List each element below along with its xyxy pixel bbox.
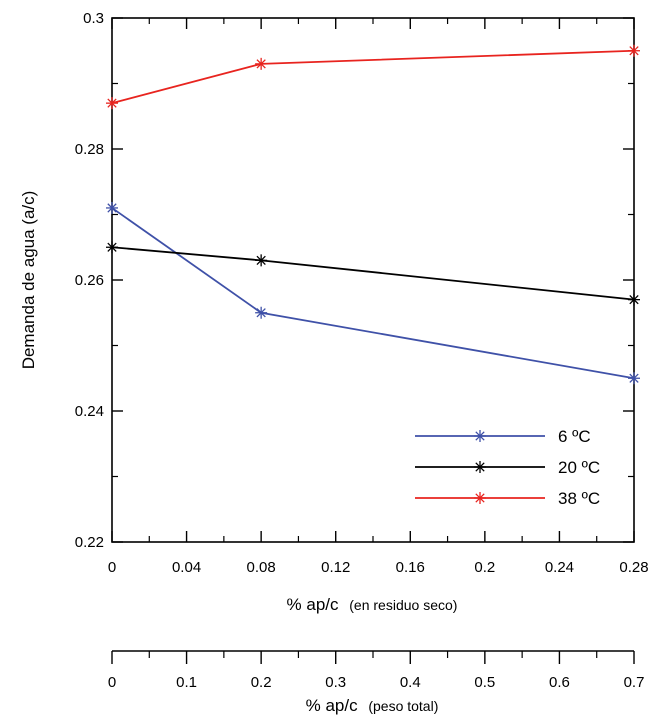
- secondary-x-ticks: 0 0.1 0.2 0.3 0.4 0.5 0.6 0.7: [108, 651, 645, 691]
- legend-label: 6 ºC: [558, 427, 591, 446]
- plot-frame: [111, 17, 635, 543]
- x-tick-label: 0.2: [474, 559, 495, 576]
- legend-item: 38 ºC: [415, 489, 600, 508]
- data-point: [628, 372, 640, 385]
- y-tick-label: 0.26: [75, 272, 104, 289]
- x-ticks: 0 0.04 0.08 0.12 0.16 0.2 0.24 0.28: [108, 18, 649, 576]
- x-tick-label: 0.24: [545, 559, 574, 576]
- data-point: [106, 97, 118, 110]
- legend-marker: [474, 430, 486, 442]
- x-tick-label: 0.08: [247, 559, 276, 576]
- x-tick-label: 0.12: [321, 559, 350, 576]
- x-tick-label: 0.04: [172, 559, 201, 576]
- secondary-x-axis-title: % ap/c (peso total): [306, 696, 439, 715]
- legend-item: 6 ºC: [415, 427, 591, 446]
- secondary-x-axis-title-note: (peso total): [368, 698, 438, 714]
- legend-label: 20 ºC: [558, 458, 600, 477]
- x-tick-label: 0.16: [396, 559, 425, 576]
- legend-marker: [474, 492, 486, 504]
- data-point: [255, 254, 268, 267]
- legend-item: 20 ºC: [415, 458, 600, 477]
- data-point: [628, 293, 640, 306]
- x2-tick-label: 0.6: [549, 674, 570, 691]
- series-layer: [106, 44, 640, 385]
- y-axis-title: Demanda de agua (a/c): [19, 191, 38, 370]
- x2-tick-label: 0.5: [474, 674, 495, 691]
- x2-tick-label: 0.2: [251, 674, 272, 691]
- data-point: [628, 44, 640, 57]
- y-ticks: 0.22 0.24 0.26 0.28 0.3: [75, 10, 634, 551]
- x-tick-label: 0: [108, 559, 116, 576]
- x2-tick-label: 0.3: [325, 674, 346, 691]
- data-point: [255, 57, 268, 70]
- legend-marker: [474, 461, 486, 473]
- legend: 6 ºC 20 ºC 38 ºC: [415, 427, 600, 508]
- x-axis-title-note: (en residuo seco): [349, 597, 457, 613]
- data-point: [106, 241, 118, 254]
- x-tick-label: 0.28: [619, 559, 648, 576]
- x2-tick-label: 0.7: [624, 674, 645, 691]
- x-axis-title: % ap/c (en residuo seco): [287, 595, 458, 614]
- x-axis-title-main: % ap/c: [287, 595, 339, 614]
- x2-tick-label: 0: [108, 674, 116, 691]
- secondary-x-axis-title-main: % ap/c: [306, 696, 358, 715]
- series-line: [111, 207, 635, 380]
- x2-tick-label: 0.4: [400, 674, 421, 691]
- x2-tick-label: 0.1: [176, 674, 197, 691]
- series-line: [111, 49, 635, 105]
- legend-label: 38 ºC: [558, 489, 600, 508]
- data-point: [255, 306, 268, 319]
- y-tick-label: 0.28: [75, 141, 104, 158]
- y-tick-label: 0.22: [75, 534, 104, 551]
- data-point: [106, 201, 118, 214]
- y-tick-label: 0.3: [83, 10, 104, 27]
- series-line: [111, 246, 635, 301]
- y-tick-label: 0.24: [75, 403, 104, 420]
